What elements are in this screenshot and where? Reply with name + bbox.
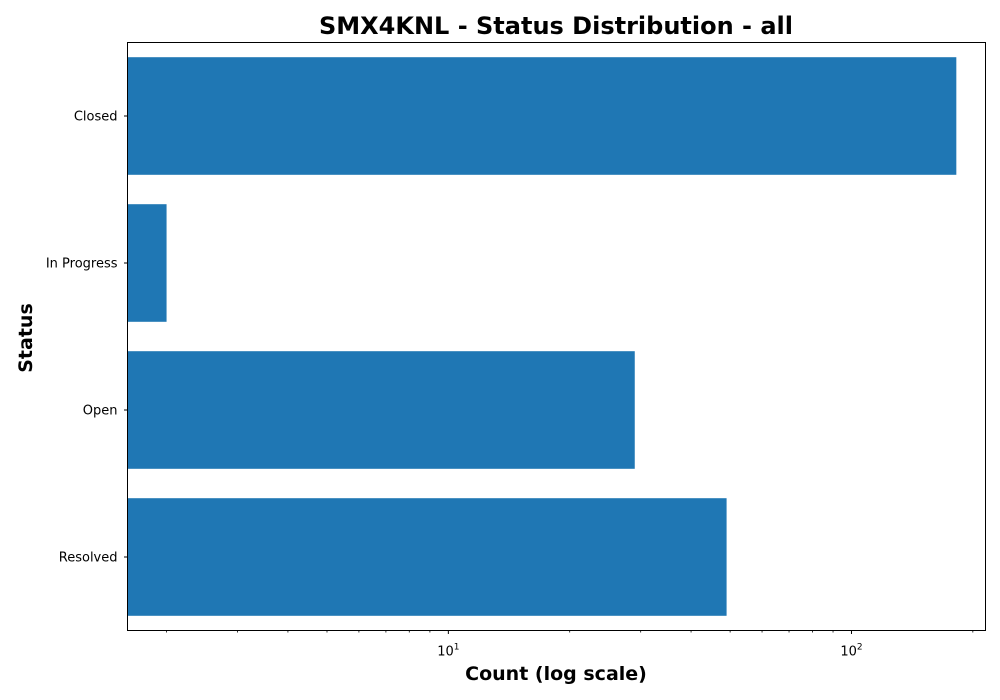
plot-frame	[127, 42, 986, 631]
y-tick-label: Open	[83, 404, 118, 419]
x-axis-label: Count (log scale)	[465, 663, 647, 685]
y-axis-label: Status	[15, 303, 37, 373]
x-tick-label: 101	[437, 643, 459, 660]
y-tick-label: Resolved	[59, 551, 118, 566]
x-tick-label: 102	[840, 643, 862, 660]
y-axis-ticks: Closed In Progress Open Resolved	[46, 110, 128, 566]
y-tick-label: Closed	[74, 110, 118, 125]
bar-open	[127, 351, 635, 469]
chart-title: SMX4KNL - Status Distribution - all	[319, 12, 793, 40]
x-axis-ticks: 101 102	[166, 630, 974, 660]
y-tick-label: In Progress	[46, 257, 118, 272]
bars-group	[127, 57, 957, 616]
bar-closed	[127, 57, 957, 175]
bar-in-progress	[127, 204, 167, 322]
bar-resolved	[127, 498, 727, 616]
